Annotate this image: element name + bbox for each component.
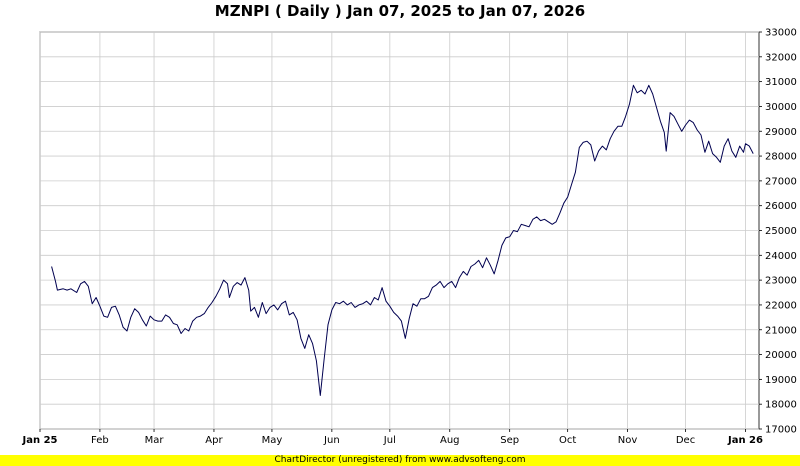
x-tick-label: Sep — [500, 435, 519, 446]
y-tick-label: 19000 — [765, 375, 797, 386]
grid-lines — [39, 31, 759, 430]
x-tick-label: Nov — [618, 435, 638, 446]
y-tick-label: 29000 — [765, 127, 797, 138]
x-tick-label: Apr — [205, 435, 223, 446]
x-tick-label: Feb — [91, 435, 109, 446]
y-tick-label: 32000 — [765, 52, 797, 63]
series-layer — [51, 84, 754, 396]
y-tick-label: 21000 — [765, 325, 797, 336]
y-tick-label: 33000 — [765, 28, 797, 39]
y-tick-label: 24000 — [765, 251, 797, 262]
x-tick-label: Aug — [440, 435, 460, 446]
y-tick-label: 22000 — [765, 300, 797, 311]
x-tick-label: Mar — [145, 435, 165, 446]
x-tick-label: Dec — [676, 435, 695, 446]
x-axis: Jan 25 Feb Mar Apr May Jun Jul Aug Sep Oct Nov Dec J… — [22, 429, 763, 446]
x-tick-label: Jul — [383, 435, 396, 446]
x-tick-label: Oct — [559, 435, 576, 446]
chart-title: MZNPI ( Daily ) Jan 07, 2025 to Jan 07, … — [214, 2, 586, 20]
x-tick-label: Jun — [323, 435, 340, 446]
chartdirector-credit-text: ChartDirector (unregistered) from www.ad… — [274, 455, 526, 465]
y-tick-label: 27000 — [765, 176, 797, 187]
y-tick-label: 25000 — [765, 226, 797, 237]
x-tick-label: Jan 25 — [22, 435, 58, 446]
y-tick-label: 18000 — [765, 400, 797, 411]
y-tick-label: 28000 — [765, 152, 797, 163]
y-tick-label: 26000 — [765, 201, 797, 212]
chartdirector-credit-bar: ChartDirector (unregistered) from www.ad… — [0, 455, 800, 466]
y-tick-label: 20000 — [765, 350, 797, 361]
price-series-line — [51, 84, 754, 396]
x-tick-label: May — [262, 435, 283, 446]
y-tick-label: 30000 — [765, 102, 797, 113]
y-axis: 17000 18000 19000 20000 21000 22000 23000 24000… — [759, 28, 797, 436]
y-tick-label: 23000 — [765, 276, 797, 287]
y-tick-label: 31000 — [765, 77, 797, 88]
y-tick-label: 17000 — [765, 425, 797, 436]
x-tick-label: Jan 26 — [727, 435, 763, 446]
